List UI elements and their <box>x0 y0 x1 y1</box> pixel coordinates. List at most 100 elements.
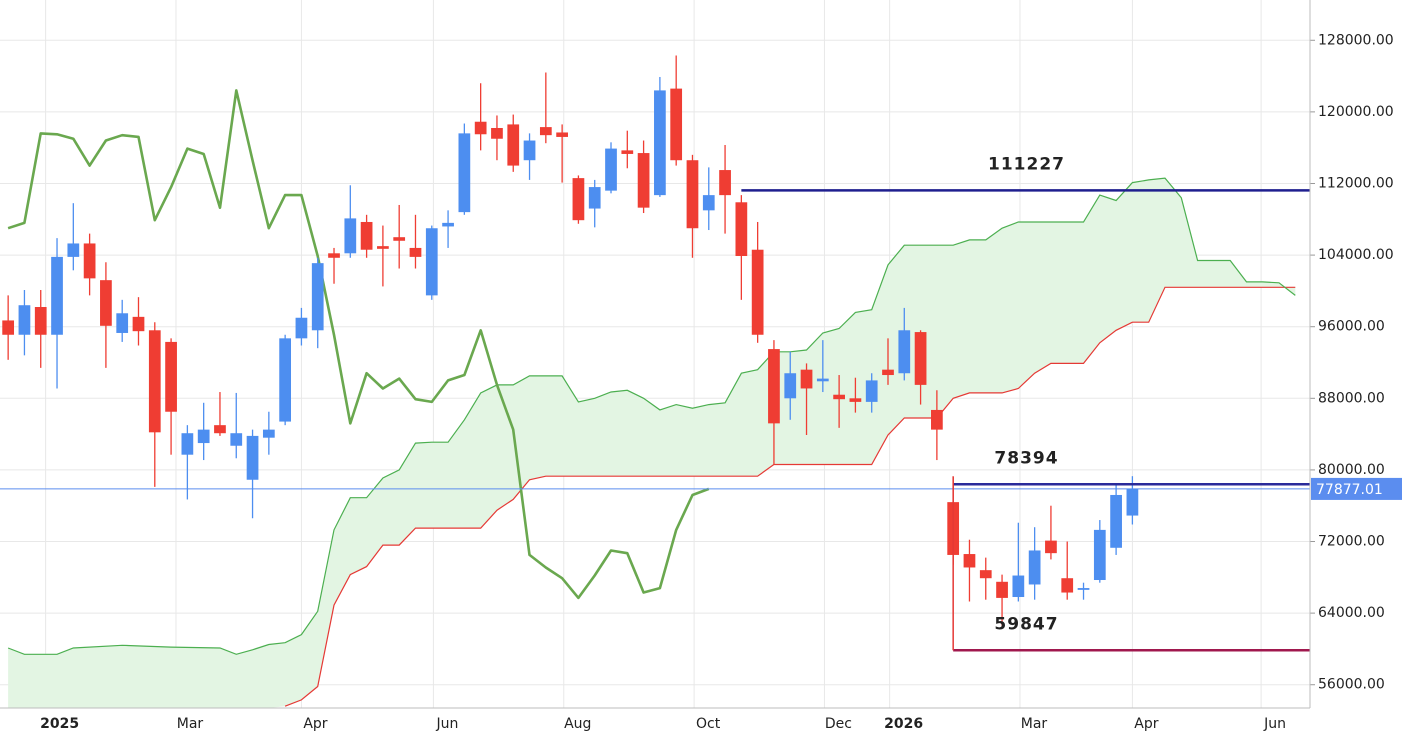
candle-body <box>1110 494 1122 548</box>
candle-body <box>295 317 308 339</box>
candle-body <box>67 243 80 257</box>
level-label: 59847 <box>994 614 1058 634</box>
candle-body <box>34 307 47 335</box>
candle-body <box>865 380 878 402</box>
candle-body <box>165 341 177 412</box>
candle-body <box>719 170 731 196</box>
candle-body <box>262 429 275 438</box>
x-tick-label: Jun <box>435 716 458 732</box>
candle-body <box>311 263 324 331</box>
x-tick-label: Aug <box>564 716 591 732</box>
candle-body <box>51 256 63 335</box>
candle-body <box>637 153 650 208</box>
candle-body <box>2 320 15 335</box>
y-tick-label: 64000.00 <box>1318 605 1385 621</box>
candle-body <box>18 305 31 335</box>
candle-body <box>1077 588 1090 590</box>
candle-body <box>784 373 797 399</box>
candle-body <box>931 409 943 430</box>
candle-body <box>246 435 259 480</box>
candle-body <box>377 246 389 249</box>
candle-body <box>230 433 243 446</box>
candle-body <box>1045 540 1057 554</box>
candle-body <box>996 581 1008 598</box>
candle-body <box>100 280 112 326</box>
candle-body <box>768 349 780 424</box>
candle-body <box>605 148 617 191</box>
candle-body <box>523 140 536 161</box>
last-price-tag <box>1311 477 1402 500</box>
y-tick-label: 104000.00 <box>1318 247 1394 263</box>
candle-body <box>328 253 340 258</box>
candle-body <box>181 433 194 455</box>
candle-body <box>686 160 699 229</box>
candle-body <box>539 127 552 136</box>
candle-body <box>474 121 487 135</box>
x-tick-label: 2026 <box>884 716 923 732</box>
span-a-line <box>7 177 1296 655</box>
candle-body <box>393 237 406 241</box>
last-price-label: 77877.01 <box>1316 482 1383 498</box>
candle-body <box>1093 529 1106 581</box>
candle-body <box>116 313 129 333</box>
candle-body <box>914 332 927 385</box>
candle-body <box>979 570 992 579</box>
candle-body <box>898 330 911 374</box>
candle-body <box>491 127 503 139</box>
candle-body <box>1012 575 1025 598</box>
candle-body <box>1028 550 1041 585</box>
x-tick-label: 2025 <box>40 716 79 732</box>
candle-body <box>670 88 683 161</box>
candle-body <box>197 429 210 444</box>
y-tick-label: 128000.00 <box>1318 32 1394 48</box>
y-tick-label: 120000.00 <box>1318 104 1394 120</box>
span-b-line <box>284 286 1296 707</box>
cloud-fill <box>8 178 1296 709</box>
candle-body <box>621 150 634 154</box>
y-tick-label: 56000.00 <box>1318 677 1385 693</box>
candle-body <box>409 247 422 257</box>
lagging-span <box>7 89 710 600</box>
candle-body <box>556 132 568 137</box>
y-tick-label: 80000.00 <box>1318 462 1385 478</box>
y-tick-label: 88000.00 <box>1318 390 1385 406</box>
candle-body <box>344 218 357 254</box>
candle-body <box>279 338 292 422</box>
x-tick-label: Oct <box>696 716 721 732</box>
candle-body <box>751 249 764 335</box>
candle-body <box>425 228 438 296</box>
candle-body <box>735 202 748 256</box>
x-tick-label: Jun <box>1263 716 1286 732</box>
y-tick-label: 72000.00 <box>1318 534 1385 550</box>
x-tick-label: Dec <box>825 716 852 732</box>
x-tick-label: Mar <box>177 716 204 732</box>
y-tick-label: 96000.00 <box>1318 319 1385 335</box>
candle-body <box>816 378 829 382</box>
candle-body <box>882 369 894 376</box>
x-tick-label: Mar <box>1021 716 1048 732</box>
candle-body <box>148 330 161 433</box>
candle-body <box>654 90 666 196</box>
candle-body <box>458 133 471 213</box>
level-label: 111227 <box>988 154 1065 174</box>
candle-body <box>1061 578 1074 593</box>
candle-body <box>507 124 520 166</box>
level-label: 78394 <box>994 448 1058 468</box>
candle-body <box>833 394 845 400</box>
candle-body <box>442 222 454 227</box>
candle-body <box>588 187 601 209</box>
candle-body <box>214 425 226 434</box>
candle-body <box>132 316 145 332</box>
x-tick-label: Apr <box>1134 716 1158 732</box>
candle-body <box>702 195 715 211</box>
candle-body <box>360 221 373 250</box>
candle-body <box>1126 488 1139 516</box>
x-tick-label: Apr <box>303 716 327 732</box>
candle-body <box>83 243 96 279</box>
candle-body <box>963 554 976 568</box>
y-tick-label: 112000.00 <box>1318 175 1394 191</box>
candle-body <box>849 398 862 402</box>
